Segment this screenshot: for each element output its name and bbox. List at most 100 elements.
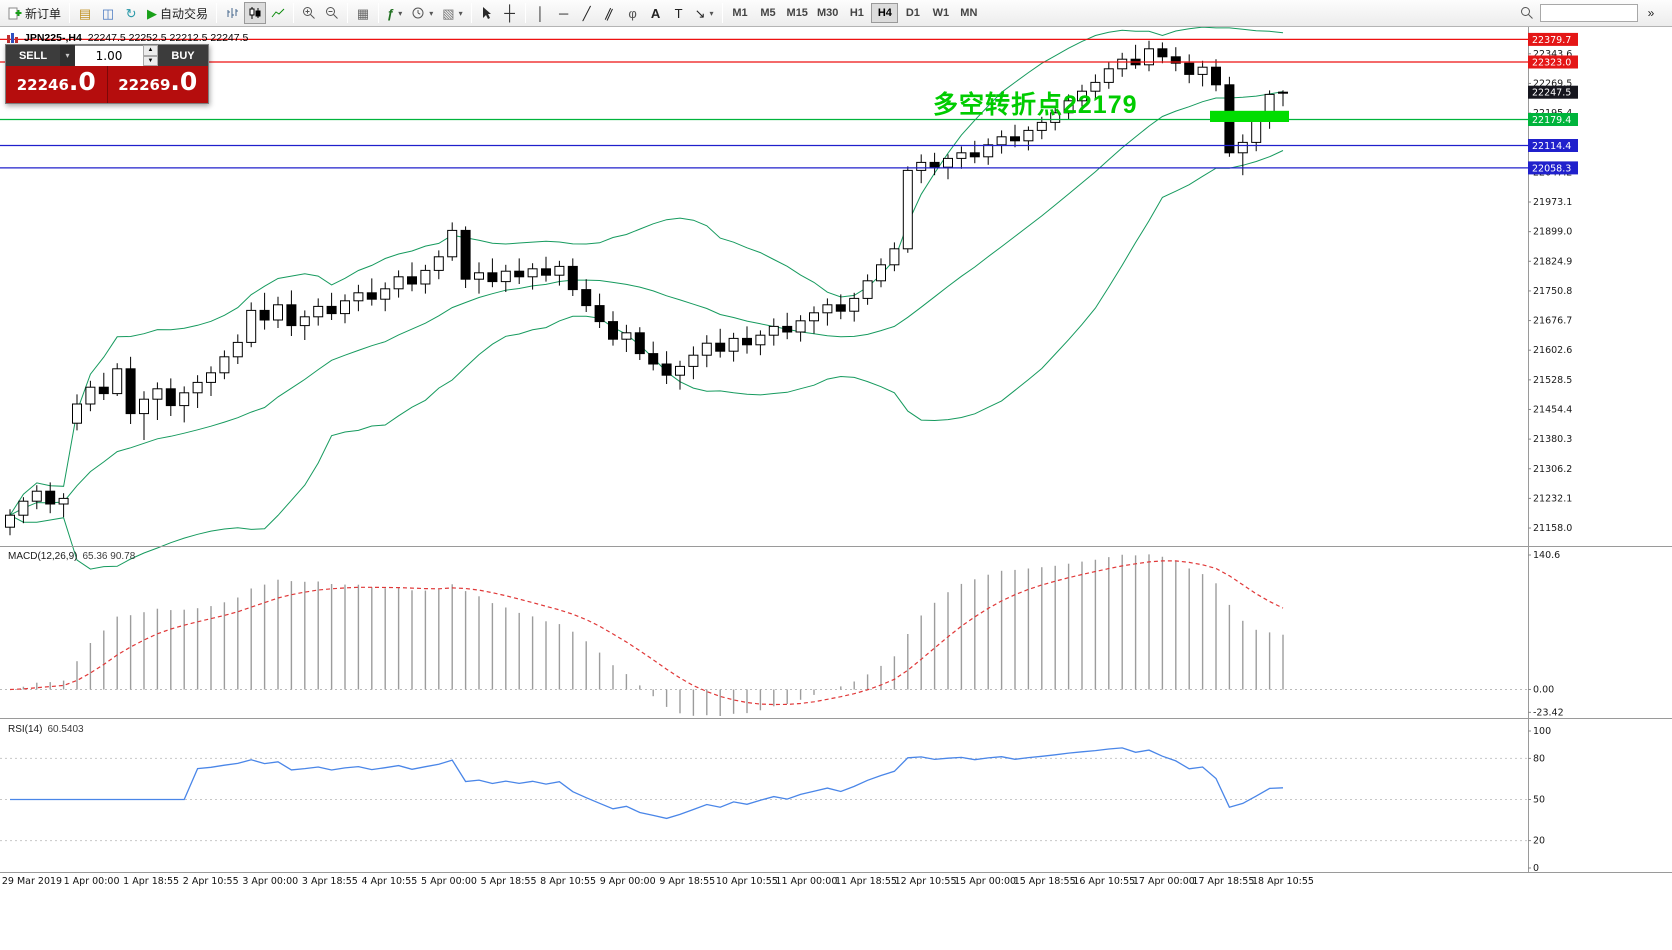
arrows-button[interactable]: ↘ ▾ [691,2,718,24]
svg-text:80: 80 [1533,753,1545,764]
search-icon [1521,7,1533,19]
timeframe-d1-button[interactable]: D1 [899,3,926,23]
toolbar-separator [378,3,380,23]
trendline-button[interactable]: ╱ [576,2,598,24]
svg-text:1 Apr 00:00: 1 Apr 00:00 [64,876,120,887]
zoom-out-button[interactable] [321,2,343,24]
svg-text:21602.6: 21602.6 [1533,345,1572,356]
clock-icon [412,7,424,19]
crosshair-button[interactable]: ┼ [499,2,521,24]
volume-stepper: ▲ ▼ [143,45,158,66]
svg-text:21824.9: 21824.9 [1533,256,1572,267]
svg-text:22058.3: 22058.3 [1532,163,1571,174]
templates-button[interactable]: ▧ ▾ [438,2,466,24]
candlestick-chart-button[interactable] [244,2,267,24]
svg-text:18 Apr 10:55: 18 Apr 10:55 [1252,876,1314,887]
zoom-in-icon [303,7,315,19]
macd-name: MACD(12,26,9) [8,551,78,562]
horizontal-line-button[interactable]: ─ [553,2,575,24]
toolbar-separator [470,3,472,23]
timeframe-w1-button[interactable]: W1 [927,3,954,23]
chevron-down-icon: ▾ [398,8,403,18]
crosshair-icon: ┼ [504,4,515,22]
svg-text:100: 100 [1533,726,1551,737]
volume-decrease-button[interactable]: ▼ [143,55,158,66]
timeframe-m5-button[interactable]: M5 [755,3,782,23]
periods-button[interactable]: ▾ [407,2,437,24]
text-label-button[interactable]: T [668,2,690,24]
profiles-button[interactable]: ▤ [74,2,96,24]
sell-price-frac: .0 [68,67,96,96]
sell-button[interactable]: SELL [6,45,60,66]
svg-text:11 Apr 00:00: 11 Apr 00:00 [775,876,837,887]
timeframe-m1-button[interactable]: M1 [727,3,754,23]
buy-price-frac: .0 [170,67,198,96]
profiles-icon: ▤ [78,5,92,21]
svg-text:29 Mar 2019: 29 Mar 2019 [2,876,62,887]
svg-text:3 Apr 18:55: 3 Apr 18:55 [302,876,358,887]
cursor-button[interactable] [476,2,498,24]
chevron-down-icon: ▾ [458,8,463,18]
zoom-out-icon [326,7,338,19]
timeframe-mn-button[interactable]: MN [955,3,982,23]
text-label-icon: T [674,5,683,21]
svg-text:22343.6: 22343.6 [1533,49,1572,60]
svg-text:12 Apr 10:55: 12 Apr 10:55 [895,876,957,887]
timeframe-h4-button[interactable]: H4 [871,3,899,23]
rsi-indicator-label: RSI(14) 60.5403 [8,724,84,735]
toolbar-separator [216,3,218,23]
indicators-button[interactable]: ƒ ▾ [383,2,406,24]
sell-price-main: 22246 [16,76,69,94]
fibonacci-button[interactable]: φ [622,2,644,24]
bar-chart-button[interactable] [221,2,243,24]
chart-header: JPN225-,H4 22247.5 22252.5 22212.5 22247… [6,32,248,44]
svg-text:9 Apr 18:55: 9 Apr 18:55 [659,876,715,887]
refresh-button[interactable]: ↻ [120,2,142,24]
timeframe-m15-button[interactable]: M15 [783,3,812,23]
svg-text:140.6: 140.6 [1533,550,1560,561]
search-input[interactable] [1540,4,1638,22]
indicators-icon: ƒ [387,5,395,21]
svg-text:22323.0: 22323.0 [1532,58,1571,69]
search-button[interactable] [1516,2,1538,24]
toolbar-separator [721,3,723,23]
zoom-in-button[interactable] [298,2,320,24]
svg-text:50: 50 [1533,795,1545,806]
svg-text:21750.8: 21750.8 [1533,286,1572,297]
svg-text:21380.3: 21380.3 [1533,434,1572,445]
volume-increase-button[interactable]: ▲ [143,45,158,56]
autotrading-button[interactable]: ▶ 自动交易 [143,2,212,24]
svg-text:21973.1: 21973.1 [1533,197,1572,208]
fibonacci-icon: φ [628,5,637,21]
chart-window: 22343.622269.522195.422047.221973.121899… [0,27,1672,950]
rsi-name: RSI(14) [8,724,43,735]
svg-text:21232.1: 21232.1 [1533,493,1572,504]
price-chart[interactable]: 22343.622269.522195.422047.221973.121899… [0,27,1672,950]
new-order-button[interactable]: 新订单 [4,2,65,24]
buy-button[interactable]: BUY [158,45,208,66]
macd-indicator-label: MACD(12,26,9) 65.36 90.78 [8,551,135,562]
timeframe-h1-button[interactable]: H1 [843,3,870,23]
order-options-dropdown[interactable]: ▾ [60,45,75,66]
vertical-line-icon: │ [536,5,545,21]
data-window-button[interactable]: ◫ [97,2,119,24]
channel-button[interactable]: ∥ [599,2,621,24]
volume-input[interactable] [75,45,143,66]
svg-text:10 Apr 10:55: 10 Apr 10:55 [716,876,778,887]
svg-text:8 Apr 10:55: 8 Apr 10:55 [540,876,596,887]
line-chart-button[interactable] [267,2,289,24]
tile-windows-button[interactable]: ▦ [352,2,374,24]
pivot-annotation-text[interactable]: 多空转折点22179 [933,91,1138,119]
refresh-icon: ↻ [125,5,137,21]
toolbar-overflow-button[interactable]: » [1640,2,1662,24]
text-button[interactable]: A [645,2,667,24]
svg-text:2 Apr 10:55: 2 Apr 10:55 [183,876,239,887]
timeframe-m30-button[interactable]: M30 [813,3,842,23]
buy-price[interactable]: 22269 .0 [106,66,208,103]
svg-text:5 Apr 00:00: 5 Apr 00:00 [421,876,477,887]
tile-windows-icon: ▦ [356,5,370,21]
symbol-period-label: JPN225-,H4 [24,32,82,44]
ohlc-values: 22247.5 22252.5 22212.5 22247.5 [87,32,249,44]
vertical-line-button[interactable]: │ [530,2,552,24]
sell-price[interactable]: 22246 .0 [6,66,107,103]
